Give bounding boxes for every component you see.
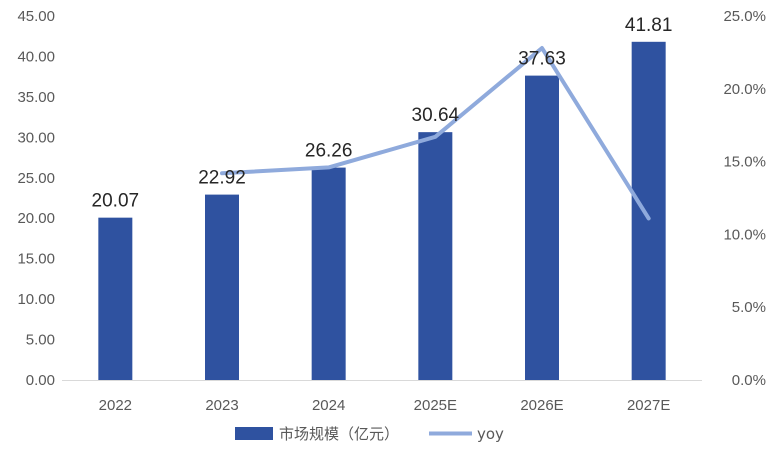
right-axis: 0.0% 5.0% 10.0% 15.0% 20.0% 25.0% [723,8,766,389]
bar-value-label: 30.64 [412,105,460,126]
legend-bar-swatch [235,427,273,440]
bar-value-label: 41.81 [625,15,673,36]
bar-value-label: 26.26 [305,141,353,162]
left-axis: 0.00 5.00 10.00 15.00 20.00 25.00 30.00 35.00 40… [17,8,55,389]
left-tick-label: 20.00 [17,210,55,227]
left-tick-label: 0.00 [26,372,55,389]
x-tick-label: 2025E [414,397,457,414]
bar [631,41,666,380]
line-series [220,46,651,221]
left-tick-label: 40.00 [17,48,55,65]
legend-bar-label: 市场规模（亿元） [279,425,399,443]
right-tick-label: 0.0% [732,372,766,389]
legend-line-label: yoy [477,425,504,443]
x-tick-label: 2023 [205,397,238,414]
left-tick-label: 30.00 [17,129,55,146]
right-tick-label: 15.0% [723,154,766,171]
x-tick-label: 2027E [627,397,670,414]
yoy-line [220,46,651,221]
bar [205,194,239,380]
x-tick-label: 2024 [312,397,345,414]
bar-value-label: 37.63 [518,49,566,70]
bar-value-label: 22.92 [198,168,246,189]
bar [98,217,133,380]
bar-series [98,41,666,380]
left-tick-label: 5.00 [26,332,55,349]
legend: 市场规模（亿元） yoy [235,425,504,443]
right-tick-label: 5.0% [732,299,766,316]
bar [311,167,346,380]
right-tick-label: 25.0% [723,8,766,25]
left-tick-label: 25.00 [17,170,55,187]
x-tick-label: 2022 [99,397,132,414]
left-tick-label: 15.00 [17,251,55,268]
bar [525,75,559,380]
right-tick-label: 20.0% [723,81,766,98]
left-tick-label: 35.00 [17,89,55,106]
bar-value-label: 20.07 [92,191,140,212]
left-tick-label: 45.00 [17,8,55,25]
x-tick-label: 2026E [520,397,563,414]
data-labels: 20.07 22.92 26.26 30.64 37.63 41.81 [92,15,673,212]
x-axis: 2022 2023 2024 2025E 2026E 2027E [99,397,671,414]
left-tick-label: 10.00 [17,291,55,308]
right-tick-label: 10.0% [723,226,766,243]
bar [418,132,453,380]
